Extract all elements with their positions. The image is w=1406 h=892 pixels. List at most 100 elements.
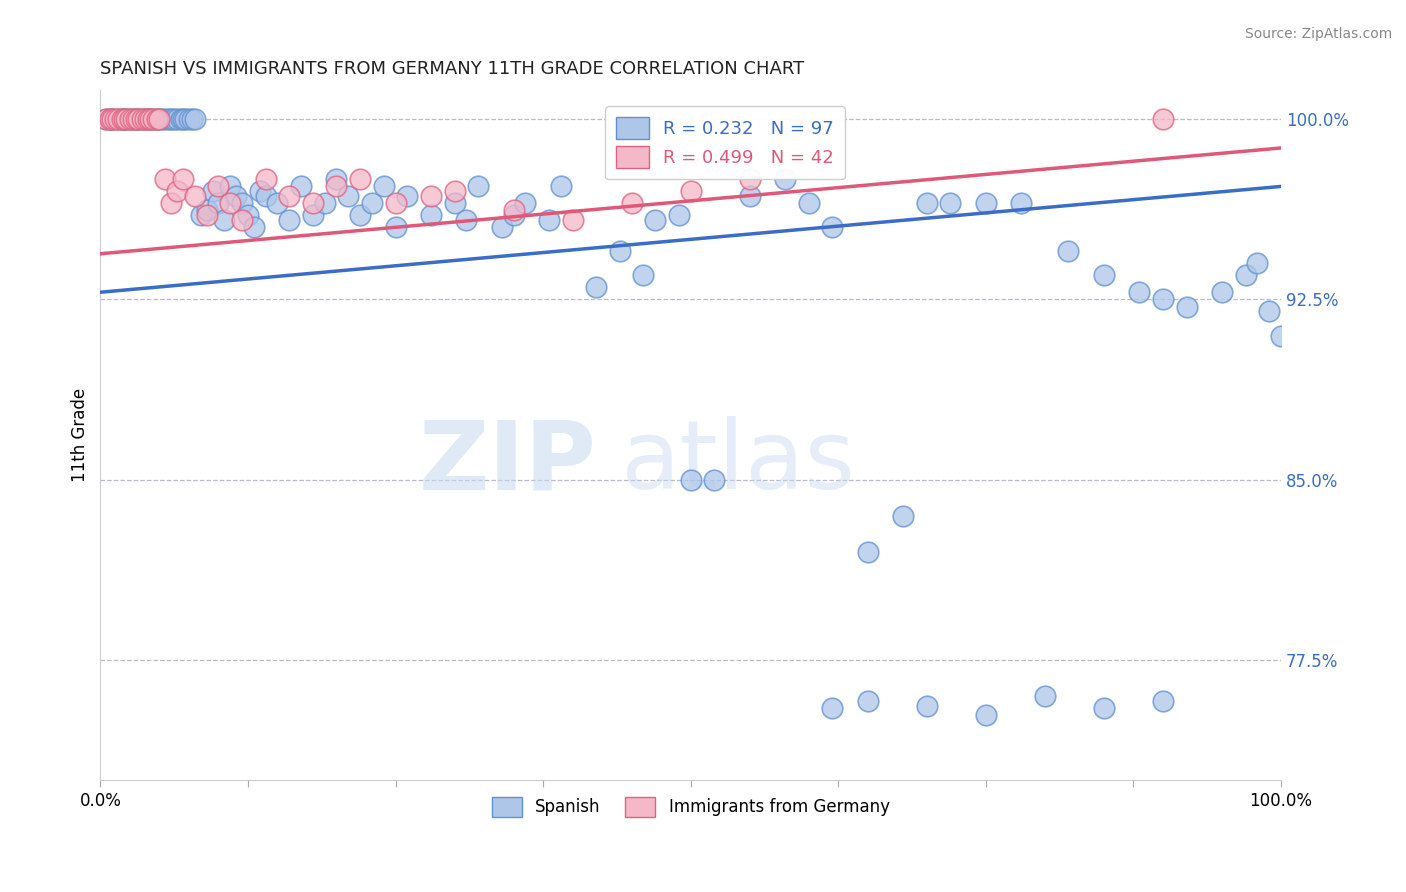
Point (1234, 268, 1257, 283)
Point (243, 220, 266, 235)
Text: SPANISH VS IMMIGRANTS FROM GERMANY 11TH GRADE CORRELATION CHART: SPANISH VS IMMIGRANTS FROM GERMANY 11TH … (100, 60, 804, 78)
Point (131, 112, 153, 127)
Point (939, 196, 962, 211)
Point (190, 208, 212, 222)
Point (1152, 112, 1174, 127)
Point (633, 268, 655, 283)
Point (1057, 244, 1080, 259)
Point (160, 196, 183, 211)
Text: Source: ZipAtlas.com: Source: ZipAtlas.com (1244, 27, 1392, 41)
Point (219, 196, 242, 211)
Point (443, 196, 465, 211)
Point (172, 112, 194, 127)
Point (184, 112, 207, 127)
Point (1246, 256, 1268, 270)
Point (115, 112, 138, 127)
Point (679, 184, 702, 198)
Point (146, 112, 169, 127)
Point (98, 112, 121, 127)
Point (609, 244, 631, 259)
Point (856, 694, 879, 708)
Point (195, 203, 218, 218)
Point (349, 208, 371, 222)
Point (974, 708, 997, 723)
Point (166, 184, 188, 198)
Point (201, 184, 224, 198)
Point (225, 189, 247, 203)
Point (384, 196, 406, 211)
Point (384, 220, 406, 235)
Point (181, 112, 204, 127)
Point (373, 179, 395, 194)
Point (125, 112, 148, 127)
Point (148, 112, 170, 127)
Point (219, 179, 242, 194)
Point (207, 179, 229, 194)
Point (1270, 328, 1292, 343)
Point (974, 196, 997, 211)
Point (467, 179, 489, 194)
Point (891, 508, 914, 523)
Point (302, 196, 325, 211)
Point (491, 220, 513, 235)
Point (1092, 701, 1115, 715)
Point (162, 112, 184, 127)
Point (738, 172, 761, 186)
Point (115, 112, 138, 127)
Point (585, 280, 607, 294)
Point (177, 112, 200, 127)
Point (139, 112, 162, 127)
Point (236, 208, 259, 222)
Point (254, 172, 277, 186)
Point (107, 112, 129, 127)
Point (127, 112, 149, 127)
Point (1010, 196, 1032, 211)
Point (112, 112, 135, 127)
Point (107, 112, 129, 127)
Point (98, 112, 121, 127)
Point (207, 196, 229, 211)
Point (214, 213, 236, 227)
Point (1152, 293, 1174, 307)
Point (169, 112, 191, 127)
Point (150, 112, 173, 127)
Point (118, 112, 141, 127)
Point (773, 172, 796, 186)
Point (502, 208, 524, 222)
Point (146, 112, 169, 127)
Point (561, 213, 583, 227)
Point (1211, 285, 1233, 300)
Point (1152, 694, 1174, 708)
Point (325, 172, 347, 186)
Point (337, 189, 360, 203)
Point (231, 213, 253, 227)
Point (118, 112, 141, 127)
Point (456, 213, 478, 227)
Point (703, 473, 725, 487)
Point (134, 112, 156, 127)
Point (278, 189, 301, 203)
Legend: Spanish, Immigrants from Germany: Spanish, Immigrants from Germany (485, 790, 897, 823)
Point (148, 112, 170, 127)
Point (738, 189, 761, 203)
Point (1175, 300, 1198, 314)
Point (122, 112, 145, 127)
Point (231, 196, 253, 211)
Point (103, 112, 125, 127)
Point (254, 189, 277, 203)
Point (396, 189, 419, 203)
Point (157, 112, 180, 127)
Point (419, 208, 441, 222)
Point (131, 112, 153, 127)
Point (127, 112, 149, 127)
Point (134, 112, 156, 127)
Point (419, 189, 441, 203)
Point (668, 208, 690, 222)
Point (821, 220, 844, 235)
Point (112, 112, 135, 127)
Point (314, 196, 336, 211)
Point (325, 179, 347, 194)
Point (679, 473, 702, 487)
Point (110, 112, 132, 127)
Point (1128, 285, 1150, 300)
